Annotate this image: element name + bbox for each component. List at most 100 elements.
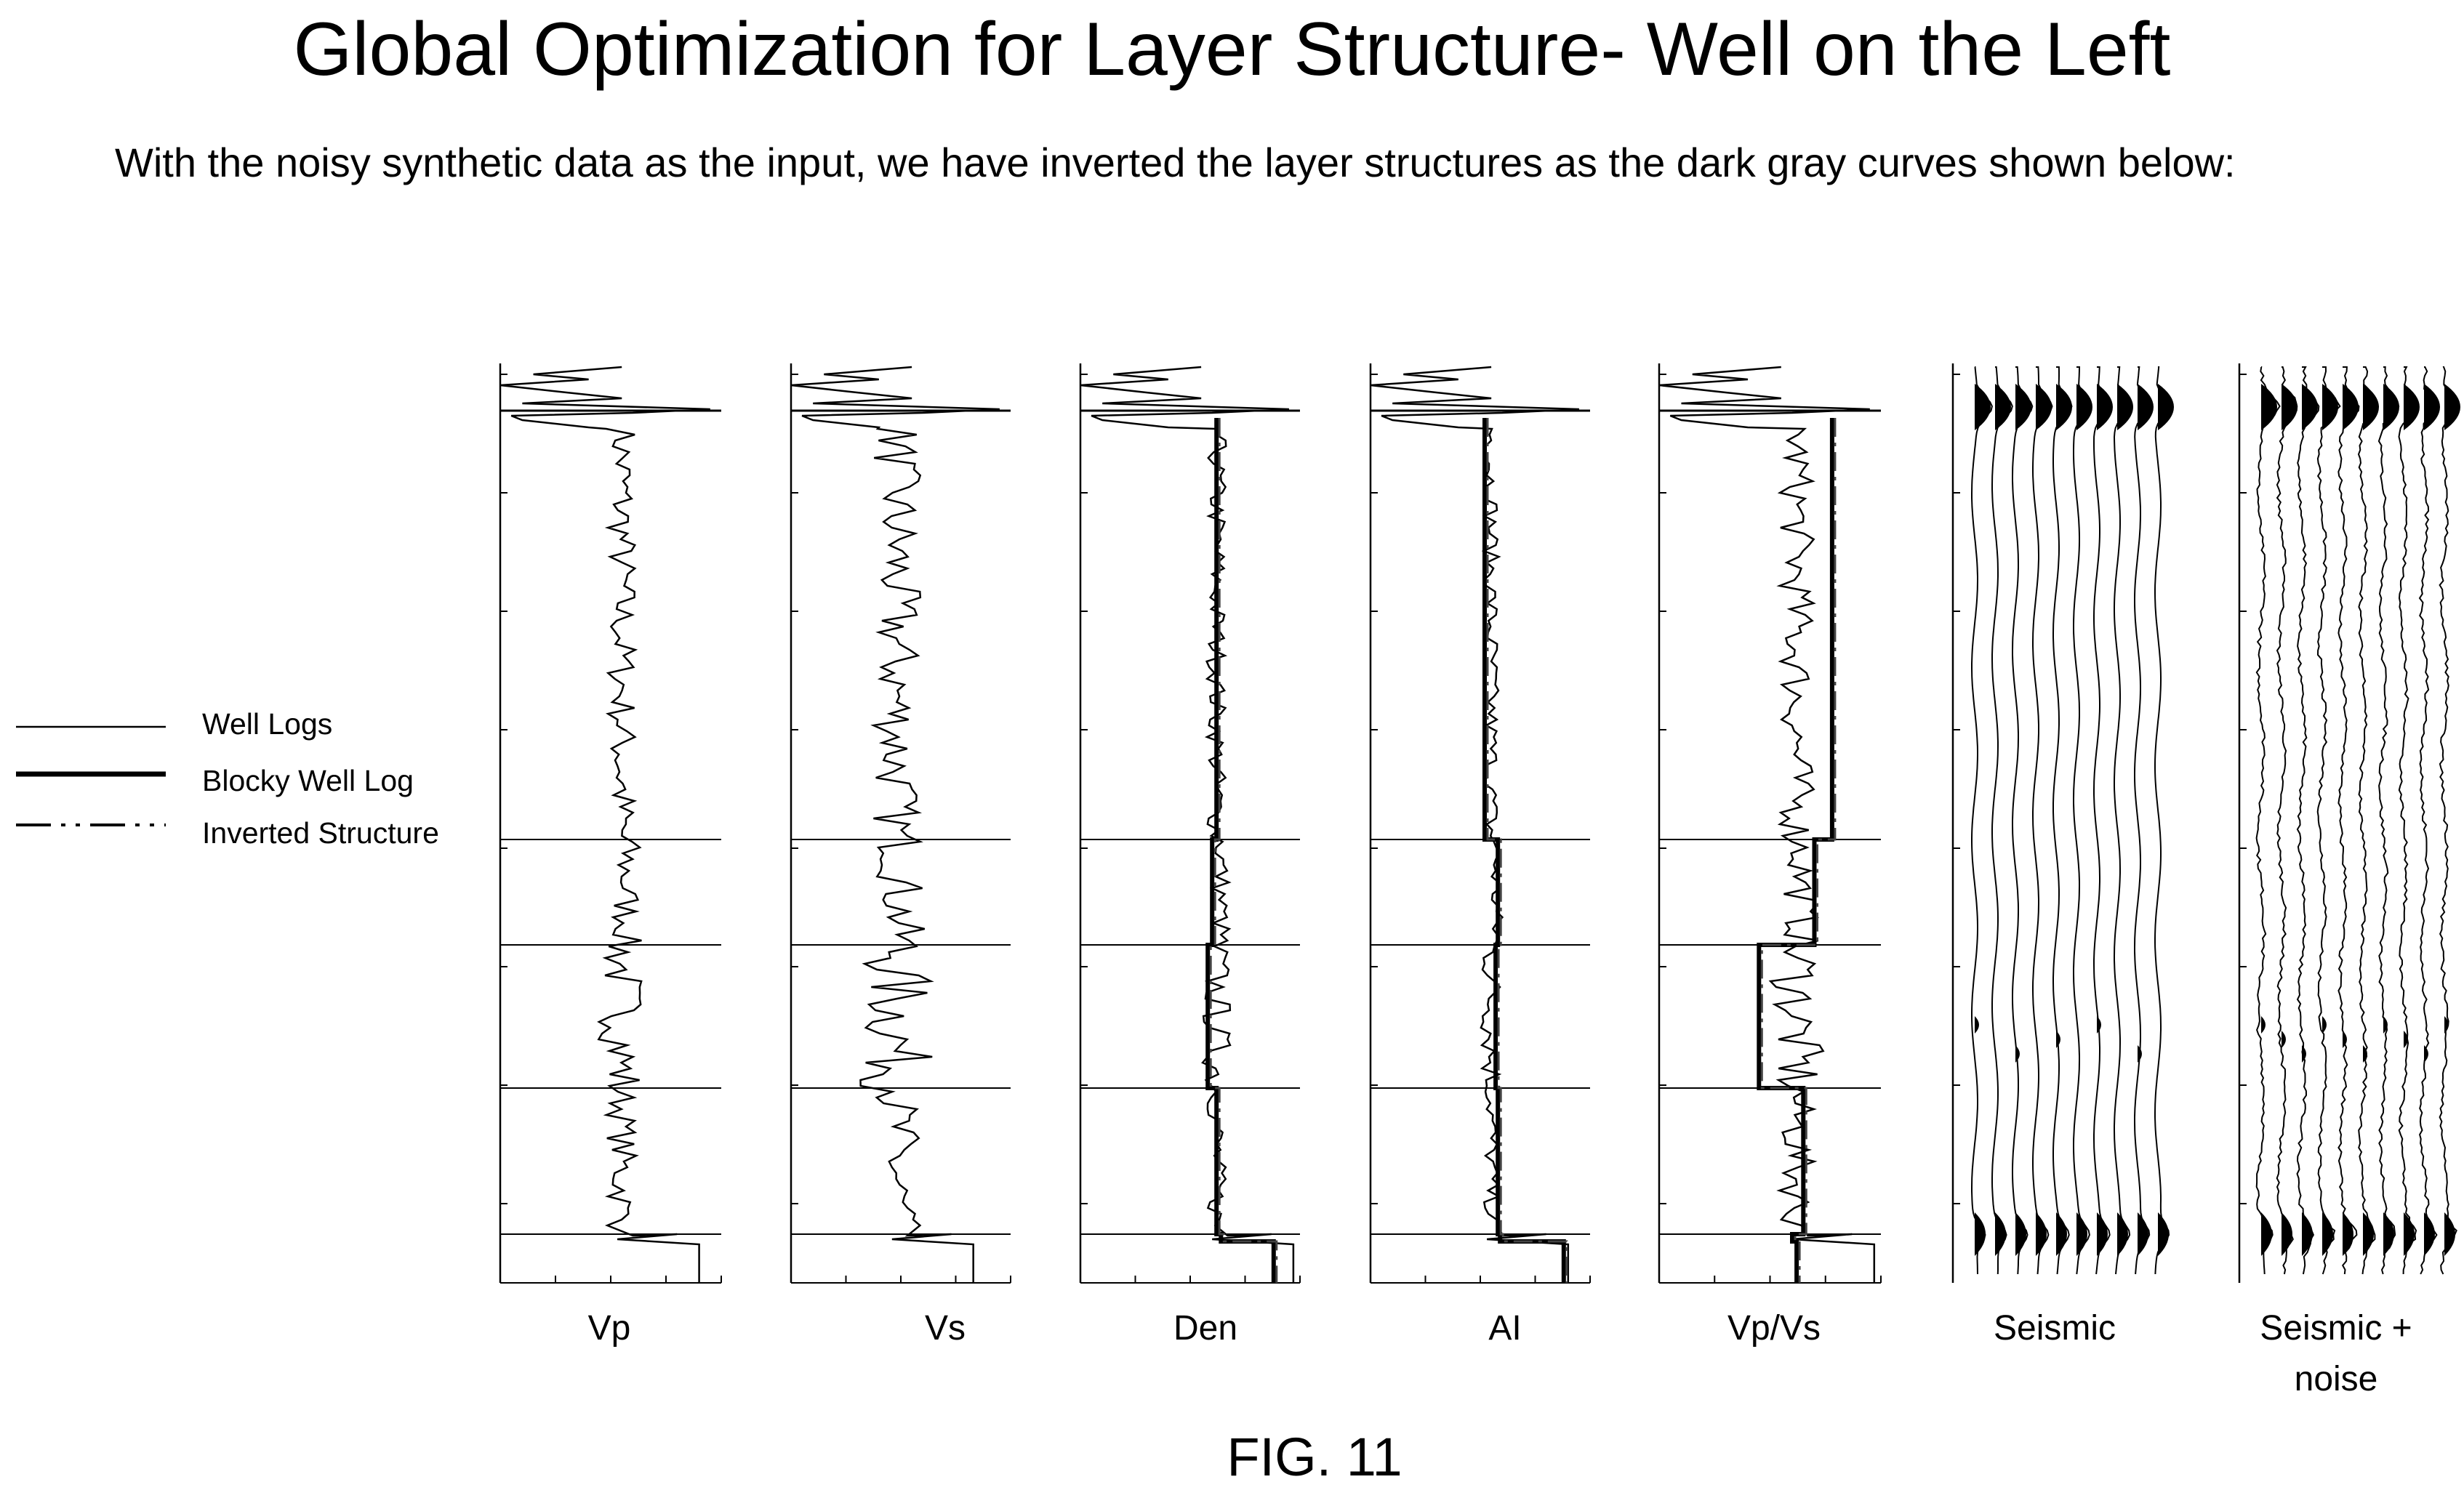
seismic-trace (2398, 366, 2419, 1275)
seismic-peak (2322, 1016, 2327, 1034)
track-seismic-noise: Seismic + noise (2238, 363, 2460, 1398)
den-inverted-structure (1209, 418, 1278, 1283)
seismic-peak (2056, 1031, 2060, 1048)
vp-vs-blocky-well-log (1757, 418, 1834, 1283)
seismic-trace (2255, 366, 2281, 1275)
seismic-peak (2424, 1212, 2435, 1256)
seismic-peak (2282, 384, 2298, 430)
track-label-vs: Vs (925, 1309, 966, 1348)
track-vp-vs: Vp/Vs (1658, 363, 1882, 1348)
track-vp: Vp (499, 363, 722, 1348)
seismic-peak (2117, 384, 2133, 430)
seismic-peak (2404, 1212, 2415, 1256)
seismic-trace (2113, 366, 2132, 1275)
seismic-peak (2343, 1031, 2347, 1048)
seismic-peak (2383, 1212, 2394, 1256)
seismic-peak (2343, 1212, 2353, 1256)
track-ai: AI (1369, 363, 1591, 1348)
page-title: Global Optimization for Layer Structure-… (293, 7, 2171, 92)
seismic-peak (2282, 1031, 2286, 1048)
seismic-peak (2015, 1212, 2026, 1256)
seismic-peak (2363, 384, 2379, 430)
seismic-peak (2383, 384, 2399, 430)
seismic-peak (2138, 1045, 2142, 1063)
track-label-den: Den (1173, 1309, 1237, 1348)
seismic-peak (2343, 384, 2359, 430)
seismic-peak (2383, 1016, 2388, 1034)
seismic-trace (2154, 366, 2171, 1275)
track-frame (1079, 363, 1301, 1284)
seismic-peak (1975, 1016, 1979, 1034)
seismic-trace (2093, 366, 2112, 1275)
seismic-trace (2032, 366, 2053, 1275)
seismic-peak (2158, 384, 2174, 430)
seismic-peak (2138, 1212, 2148, 1256)
track-frame (499, 363, 722, 1284)
seismic-peak (2444, 1016, 2449, 1034)
seismic-peak (2404, 384, 2420, 430)
seismic-peak (2444, 384, 2460, 430)
figure-caption: FIG. 11 (1227, 1427, 1402, 1487)
seismic-trace (2418, 366, 2439, 1275)
seismic-peak (2424, 384, 2440, 430)
seismic-trace (2012, 366, 2034, 1275)
seismic-peak (2015, 384, 2031, 430)
den-blocky-well-log (1205, 418, 1276, 1283)
seismic-peak (2261, 1016, 2266, 1034)
track-seismic: Seismic (1951, 363, 2174, 1348)
seismic-peak (2036, 384, 2052, 430)
track-label-ai: AI (1488, 1309, 1521, 1348)
seismic-peak (2097, 384, 2113, 430)
vp-well-log-curve (499, 366, 710, 1283)
seismic-trace (2439, 366, 2458, 1275)
vp-vs-inverted-structure (1760, 418, 1837, 1283)
legend: Well Logs Blocky Well Log Inverted Struc… (16, 707, 439, 850)
seismic-trace (1991, 366, 2013, 1275)
seismic-trace (1971, 366, 1993, 1275)
track-label-seismic-noise: Seismic + (2260, 1309, 2412, 1348)
seismic-peak (2302, 1212, 2313, 1256)
seismic-noise-traces (2255, 366, 2460, 1275)
seismic-traces (1971, 366, 2174, 1275)
track-vs: Vs (790, 363, 1011, 1348)
seismic-peak (2056, 384, 2072, 430)
seismic-peak (2444, 1212, 2455, 1256)
seismic-trace (2276, 366, 2298, 1275)
seismic-peak (2097, 1212, 2108, 1256)
seismic-trace (2337, 366, 2360, 1275)
seismic-peak (2261, 384, 2277, 430)
track-label-vp: Vp (588, 1309, 631, 1348)
seismic-peak (2322, 1212, 2333, 1256)
seismic-peak (2015, 1045, 2020, 1063)
seismic-peak (2158, 1212, 2169, 1256)
seismic-trace (2377, 366, 2400, 1275)
seismic-peak (2076, 384, 2092, 430)
track-frame (2238, 363, 2247, 1283)
seismic-peak (2363, 1045, 2367, 1063)
track-frame (1951, 363, 1960, 1283)
seismic-peak (2282, 1212, 2292, 1256)
seismic-peak (2261, 1212, 2272, 1256)
legend-label-inverted-structure: Inverted Structure (202, 816, 439, 850)
seismic-peak (2117, 1212, 2128, 1256)
vp-vs-well-log-curve (1658, 366, 1876, 1283)
track-frame (1658, 363, 1882, 1284)
track-label-vp-vs: Vp/Vs (1727, 1309, 1821, 1348)
seismic-peak (1975, 384, 1991, 430)
seismic-peak (2076, 1212, 2087, 1256)
den-well-log-curve (1080, 366, 1295, 1283)
seismic-peak (2097, 1016, 2101, 1034)
seismic-peak (2036, 1212, 2047, 1256)
seismic-peak (2404, 1031, 2408, 1048)
vs-well-log-curve (790, 366, 1000, 1283)
seismic-trace (2357, 366, 2380, 1275)
ai-well-log-curve (1370, 366, 1579, 1283)
seismic-trace (2073, 366, 2092, 1275)
track-label-seismic-noise-line2: noise (2295, 1360, 2378, 1398)
seismic-peak (1995, 384, 2011, 430)
seismic-trace (2134, 366, 2151, 1275)
seismic-peak (1995, 1212, 2006, 1256)
ai-blocky-well-log (1482, 418, 1566, 1283)
legend-label-well-logs: Well Logs (202, 707, 332, 741)
